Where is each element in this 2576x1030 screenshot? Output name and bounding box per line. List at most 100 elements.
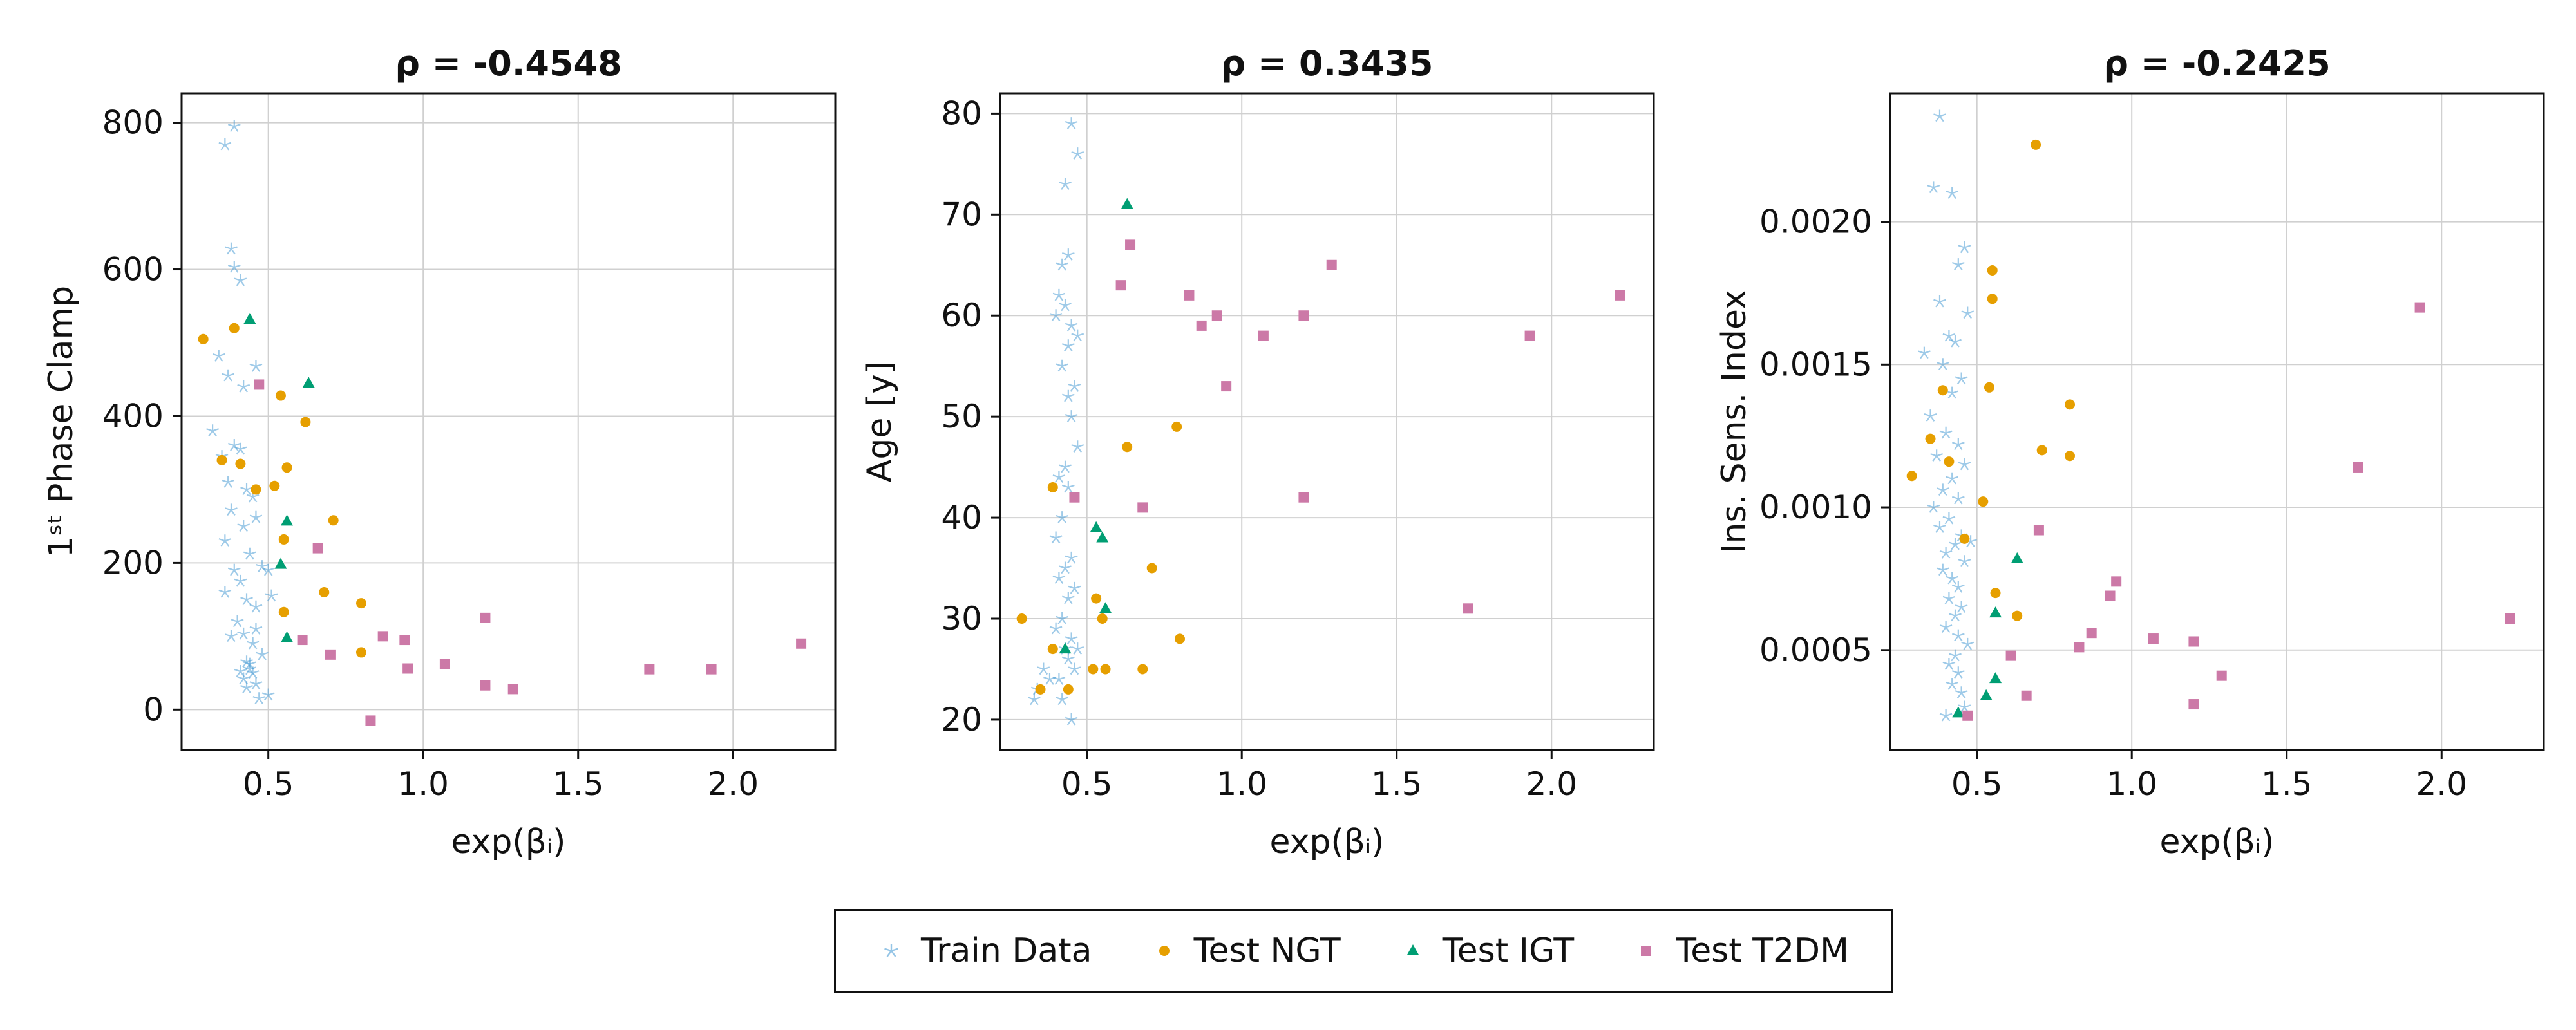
data-point-train [1942, 592, 1956, 604]
data-point-ngt [2065, 399, 2076, 410]
data-point-train [256, 648, 269, 660]
data-point-train [1936, 483, 1949, 496]
y-tick-label: 30 [941, 600, 982, 637]
data-point-t2dm [2105, 590, 2116, 601]
plot-frame [180, 92, 837, 751]
data-point-train [225, 630, 238, 642]
data-point-ngt [1978, 496, 1989, 507]
data-point-train [1942, 657, 1956, 670]
data-point-igt [274, 557, 287, 569]
data-point-train [261, 563, 275, 576]
data-point-ngt [1959, 533, 1970, 544]
data-point-t2dm [1184, 290, 1195, 301]
data-point-train [237, 380, 251, 393]
data-point-ngt [356, 598, 367, 609]
data-point-t2dm [1069, 492, 1080, 503]
data-point-igt [243, 313, 256, 324]
x-tick-label: 1.5 [553, 765, 604, 803]
data-point-t2dm [1298, 492, 1309, 503]
data-point-train [218, 585, 232, 598]
data-point-train [1049, 309, 1063, 321]
data-point-t2dm [2505, 613, 2515, 624]
legend-item-train: Train Data [878, 932, 1092, 970]
data-point-train [1951, 258, 1965, 270]
data-point-ngt [356, 647, 367, 658]
x-tick-label: 2.0 [2416, 765, 2467, 803]
data-point-t2dm [1196, 320, 1207, 331]
x-tick-label: 0.5 [1951, 765, 2003, 803]
data-point-ngt [1987, 294, 1998, 304]
panel-insulin-sensitivity: 0.5 1.0 1.5 2.0 0.0005 0.0010 0.0015 0.0020 ρ = … [1715, 43, 2545, 861]
data-point-t2dm [254, 379, 265, 390]
y-tick-label: 0.0020 [1759, 203, 1872, 241]
data-point-train [227, 261, 241, 273]
data-point-train [1068, 662, 1081, 675]
plot-frame [1889, 92, 2545, 751]
data-point-train [1946, 678, 1959, 690]
data-point-train [227, 120, 241, 133]
data-point-t2dm [706, 664, 717, 675]
data-point-train [1942, 329, 1956, 342]
chart-title: ρ = -0.2425 [2103, 43, 2330, 84]
data-point-ngt [1047, 644, 1058, 655]
y-tick-label: 0.0015 [1759, 346, 1872, 383]
data-point-train [218, 138, 232, 151]
data-point-t2dm [1524, 330, 1535, 341]
data-point-train [1065, 319, 1078, 332]
data-point-train [1061, 481, 1075, 493]
data-point-ngt [2036, 445, 2047, 456]
data-point-train [1056, 258, 1069, 271]
data-point-train [1939, 547, 1953, 559]
y-tick-label: 20 [941, 701, 982, 738]
data-point-ngt [300, 417, 311, 427]
data-point-train [1065, 410, 1078, 422]
data-point-train [1061, 248, 1075, 261]
data-point-t2dm [2033, 525, 2044, 536]
data-point-ngt [1937, 385, 1948, 396]
data-point-train [1958, 700, 1971, 713]
data-point-ngt [1944, 456, 1955, 467]
data-point-t2dm [297, 635, 308, 646]
data-point-train [1059, 299, 1072, 312]
data-point-train [1964, 535, 1977, 547]
data-point-t2dm [2414, 302, 2425, 313]
data-point-train [1059, 561, 1072, 574]
data-point-igt [1989, 606, 2002, 618]
data-point-train [1955, 601, 1968, 613]
x-tick-label: 2.0 [707, 765, 759, 803]
data-point-t2dm [439, 659, 450, 670]
data-point-train [1949, 335, 1962, 348]
data-point-train [1946, 472, 1959, 485]
data-point-train [1052, 288, 1066, 301]
x-axis-label: exp(βᵢ) [1270, 823, 1385, 861]
data-point-t2dm [2188, 699, 2199, 710]
data-point-t2dm [644, 664, 655, 675]
data-point-ngt [1146, 563, 1157, 574]
data-point-train [1958, 458, 1971, 471]
data-point-train [1958, 241, 1971, 254]
data-point-train [1949, 538, 1962, 550]
data-point-train [1936, 563, 1949, 576]
x-tick-label: 2.0 [1526, 765, 1577, 803]
data-point-ngt [319, 586, 330, 597]
data-point-train [1942, 512, 1956, 525]
data-point-igt [281, 514, 294, 526]
y-tick-label: 600 [102, 251, 164, 288]
legend-marker-star-icon [884, 944, 898, 957]
y-tick-label: 0.0005 [1759, 632, 1872, 669]
data-point-ngt [278, 534, 289, 545]
data-point-train [1939, 426, 1953, 439]
data-point-train [234, 665, 247, 677]
data-point-ngt [229, 323, 240, 333]
data-point-ngt [1906, 471, 1917, 482]
data-point-t2dm [796, 638, 807, 649]
data-point-ngt [1097, 613, 1108, 624]
data-point-train [1955, 372, 1968, 385]
data-point-ngt [1987, 265, 1998, 276]
data-point-ngt [1925, 433, 1936, 444]
data-point-train [1933, 109, 1946, 122]
data-point-igt [1980, 689, 1993, 700]
y-axis-label: Ins. Sens. Index [1715, 290, 1754, 554]
data-point-train [1951, 666, 1965, 679]
data-point-ngt [275, 390, 286, 401]
